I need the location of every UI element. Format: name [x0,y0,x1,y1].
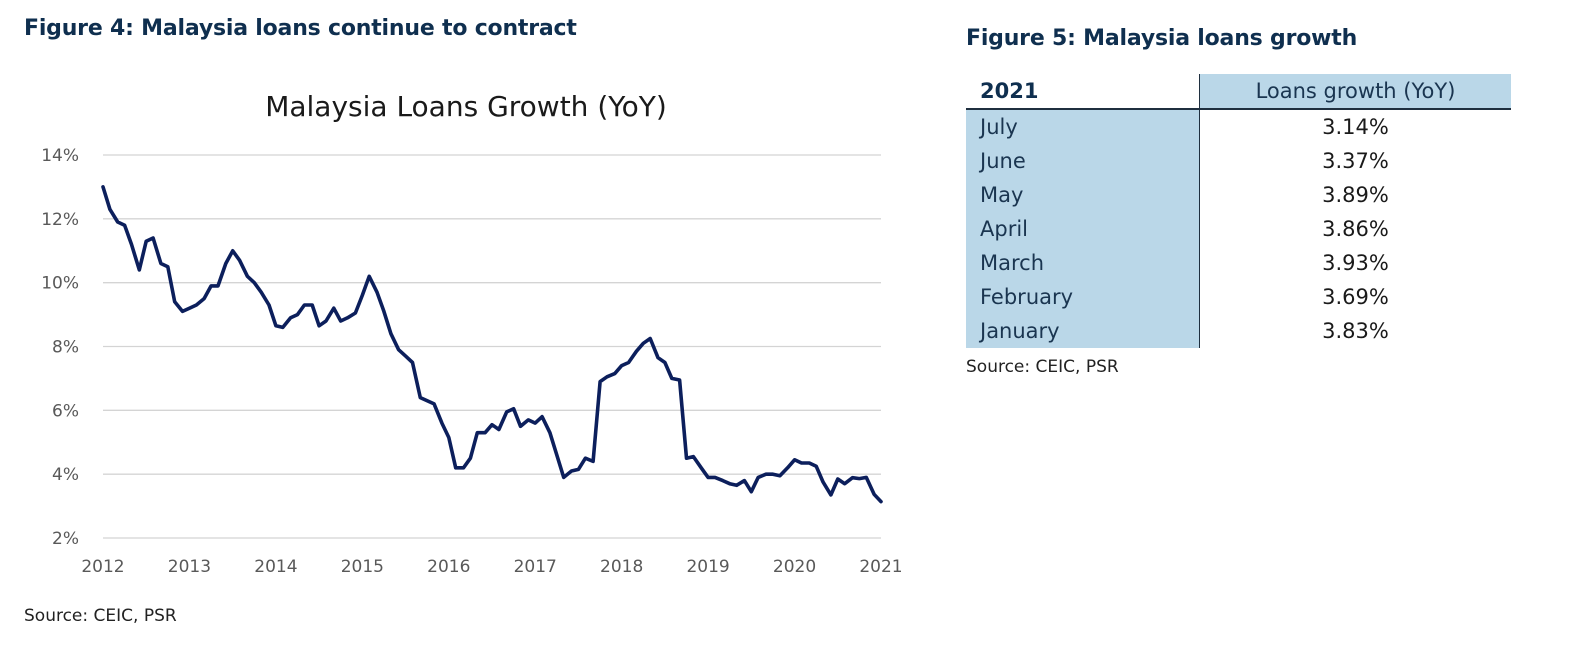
table-row: May 3.89% [966,178,1511,212]
x-tick-label: 2017 [514,557,557,577]
figure-4-source: Source: CEIC, PSR [24,606,177,626]
x-tick-label: 2013 [168,557,211,577]
table-cell-month: July [966,109,1200,144]
y-tick-label: 4% [52,465,79,485]
table-cell-month: June [966,144,1200,178]
table-cell-month: May [966,178,1200,212]
table-cell-value: 3.69% [1199,280,1511,314]
table-header-loans-growth: Loans growth (YoY) [1199,74,1511,110]
y-tick-label: 12% [41,210,79,230]
x-axis-tick-labels: 2012 2013 2014 2015 2016 2017 2018 2019 2020 2021 [81,557,902,577]
chart-gridlines [103,154,881,475]
chart-title: Malaysia Loans Growth (YoY) [265,90,667,123]
x-tick-label: 2014 [254,557,297,577]
y-tick-label: 2% [52,529,79,549]
table-cell-value: 3.83% [1199,314,1511,348]
table-row: June 3.37% [966,144,1511,178]
table-cell-value: 3.93% [1199,246,1511,280]
x-tick-label: 2015 [341,557,384,577]
table-cell-value: 3.86% [1199,212,1511,246]
y-axis-tick-labels: 14% 12% 10% 8% 6% 4% 2% [41,146,79,549]
table-row: January 3.83% [966,314,1511,348]
y-tick-label: 8% [52,338,79,358]
x-tick-label: 2021 [859,557,902,577]
table-cell-month: March [966,246,1200,280]
figure-5-source: Source: CEIC, PSR [966,357,1119,377]
table-row: March 3.93% [966,246,1511,280]
x-tick-label: 2012 [81,557,124,577]
table-cell-month: February [966,280,1200,314]
series-line-loans-growth [101,185,883,504]
table-row: July 3.14% [966,109,1511,144]
table-header-year: 2021 [966,74,1200,110]
table-cell-month: April [966,212,1200,246]
figure-5-heading: Figure 5: Malaysia loans growth [966,26,1358,51]
y-tick-label: 10% [41,274,79,294]
y-tick-label: 14% [41,146,79,166]
x-tick-label: 2018 [600,557,643,577]
table-cell-value: 3.89% [1199,178,1511,212]
table-row: February 3.69% [966,280,1511,314]
y-tick-label: 6% [52,401,79,421]
table-cell-value: 3.14% [1199,109,1511,144]
x-tick-label: 2016 [427,557,470,577]
table-cell-value: 3.37% [1199,144,1511,178]
table-cell-month: January [966,314,1200,348]
figure-4-heading: Figure 4: Malaysia loans continue to con… [24,16,577,41]
x-tick-label: 2020 [773,557,816,577]
loans-growth-table: 2021 Loans growth (YoY) July 3.14% June … [966,74,1511,348]
table-row: April 3.86% [966,212,1511,246]
table-header-row: 2021 Loans growth (YoY) [966,74,1511,110]
x-tick-label: 2019 [686,557,729,577]
loans-growth-line-chart: Malaysia Loans Growth (YoY) 14% 12% 10% 8% 6… [41,90,902,577]
